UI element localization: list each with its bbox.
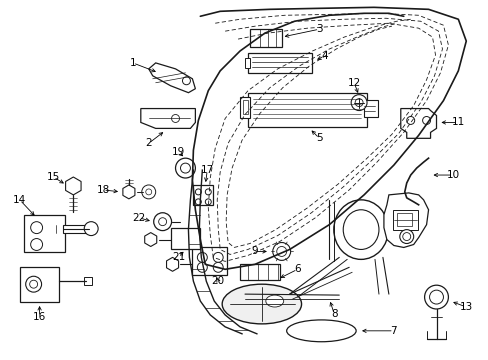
Circle shape	[272, 243, 290, 260]
Text: 2: 2	[145, 138, 152, 148]
Ellipse shape	[265, 295, 283, 307]
Circle shape	[276, 247, 286, 256]
Text: 3: 3	[315, 24, 322, 34]
Circle shape	[153, 213, 171, 231]
Text: 19: 19	[172, 147, 185, 157]
Circle shape	[31, 239, 42, 251]
Text: 18: 18	[96, 185, 109, 195]
Circle shape	[158, 218, 166, 226]
Circle shape	[26, 276, 41, 292]
Bar	[20, 267, 60, 302]
Circle shape	[180, 163, 190, 173]
Bar	[63, 225, 91, 233]
Bar	[392, 210, 417, 230]
Ellipse shape	[343, 210, 378, 249]
Circle shape	[175, 158, 195, 178]
Text: 1: 1	[129, 58, 136, 68]
Bar	[24, 215, 65, 252]
Text: 21: 21	[172, 252, 185, 262]
Polygon shape	[141, 109, 195, 129]
Circle shape	[424, 285, 447, 309]
Circle shape	[205, 199, 211, 205]
Circle shape	[145, 189, 151, 195]
Bar	[192, 247, 226, 275]
Circle shape	[354, 99, 362, 107]
Circle shape	[350, 95, 366, 111]
Polygon shape	[65, 177, 81, 195]
Bar	[170, 228, 200, 249]
Bar	[247, 53, 312, 73]
Bar	[396, 213, 411, 226]
Text: 6: 6	[294, 264, 300, 274]
Polygon shape	[144, 233, 157, 247]
Polygon shape	[148, 63, 195, 93]
Text: 9: 9	[251, 247, 258, 256]
Text: 8: 8	[330, 309, 337, 319]
Circle shape	[197, 252, 207, 262]
Bar	[364, 100, 377, 117]
Text: 11: 11	[451, 117, 464, 127]
Text: 17: 17	[200, 165, 213, 175]
Bar	[240, 264, 279, 280]
Text: 16: 16	[33, 312, 46, 322]
Bar	[244, 58, 249, 68]
Polygon shape	[400, 109, 436, 138]
Circle shape	[213, 252, 223, 262]
Text: 12: 12	[347, 78, 360, 88]
Circle shape	[195, 189, 201, 195]
Circle shape	[31, 222, 42, 234]
Bar	[247, 93, 366, 127]
Ellipse shape	[222, 284, 301, 324]
Circle shape	[422, 117, 429, 125]
Bar	[243, 100, 247, 113]
Circle shape	[197, 262, 207, 272]
Bar	[84, 277, 92, 285]
Circle shape	[205, 189, 211, 195]
Polygon shape	[122, 185, 135, 199]
Text: 15: 15	[47, 172, 60, 182]
Text: 10: 10	[446, 170, 459, 180]
Text: 5: 5	[315, 133, 322, 143]
Bar	[193, 185, 213, 205]
Circle shape	[195, 199, 201, 205]
Circle shape	[171, 114, 179, 122]
Circle shape	[399, 230, 413, 243]
Text: 20: 20	[211, 276, 224, 286]
Circle shape	[213, 262, 223, 272]
Circle shape	[142, 185, 155, 199]
Circle shape	[428, 290, 443, 304]
Bar	[240, 96, 249, 118]
Circle shape	[30, 280, 38, 288]
Polygon shape	[383, 193, 427, 247]
Ellipse shape	[333, 200, 387, 260]
Ellipse shape	[286, 320, 355, 342]
Polygon shape	[166, 257, 178, 271]
Text: 14: 14	[13, 195, 26, 205]
Circle shape	[182, 77, 190, 85]
Circle shape	[406, 117, 414, 125]
Text: 13: 13	[459, 302, 472, 312]
Text: 22: 22	[132, 213, 145, 223]
Circle shape	[402, 233, 410, 240]
Circle shape	[84, 222, 98, 235]
Text: 4: 4	[321, 51, 327, 61]
Text: 7: 7	[390, 326, 396, 336]
Bar	[249, 29, 281, 47]
